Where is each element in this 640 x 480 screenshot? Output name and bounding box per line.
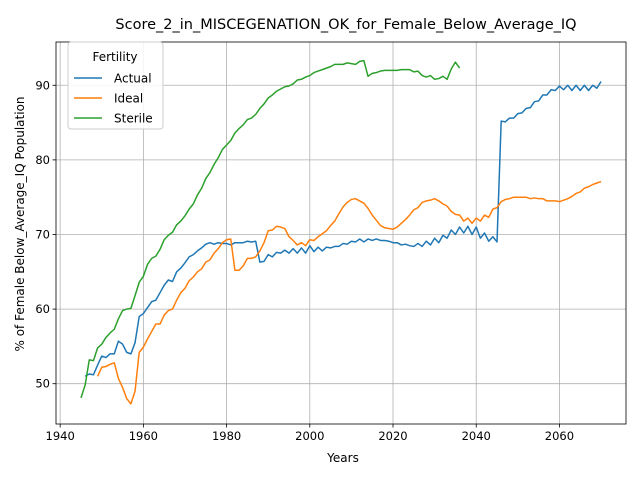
series-layer	[80, 59, 602, 405]
y-tick-label: 50	[35, 377, 50, 391]
chart-title: Score_2_in_MISCEGENATION_OK_for_Female_B…	[115, 17, 576, 33]
legend-box	[67, 41, 164, 130]
plot-frame	[55, 41, 627, 425]
y-tick-label: 80	[35, 153, 50, 167]
x-tick-label: 1940	[46, 429, 75, 443]
y-tick-label: 70	[35, 227, 50, 241]
series-line-sterile	[80, 59, 461, 399]
x-tick-label: 2040	[462, 429, 491, 443]
y-axis-ticks: 50 60 70 80 90	[35, 78, 56, 391]
y-tick-label: 60	[35, 302, 50, 316]
x-axis-ticks: 1940 1960 1980 2000 2020 2040 2060	[46, 424, 574, 443]
series-line-ideal	[96, 180, 602, 405]
legend-title: Fertility	[92, 50, 137, 64]
x-tick-label: 1980	[212, 429, 241, 443]
legend-label-sterile: Sterile	[114, 112, 153, 126]
y-tick-label: 90	[35, 78, 50, 92]
x-tick-label: 2020	[378, 429, 407, 443]
legend: Fertility Actual Ideal Sterile	[67, 41, 164, 130]
x-tick-label: 2060	[545, 429, 574, 443]
x-tick-label: 2000	[295, 429, 324, 443]
legend-label-actual: Actual	[114, 72, 152, 86]
y-axis-label: % of Female Below_Average_IQ Population	[13, 96, 27, 351]
legend-label-ideal: Ideal	[114, 92, 143, 106]
series-line-actual	[84, 81, 602, 377]
x-axis-label: Years	[326, 451, 359, 465]
x-tick-label: 1960	[129, 429, 158, 443]
legend-items: Actual Ideal Sterile	[74, 72, 153, 126]
